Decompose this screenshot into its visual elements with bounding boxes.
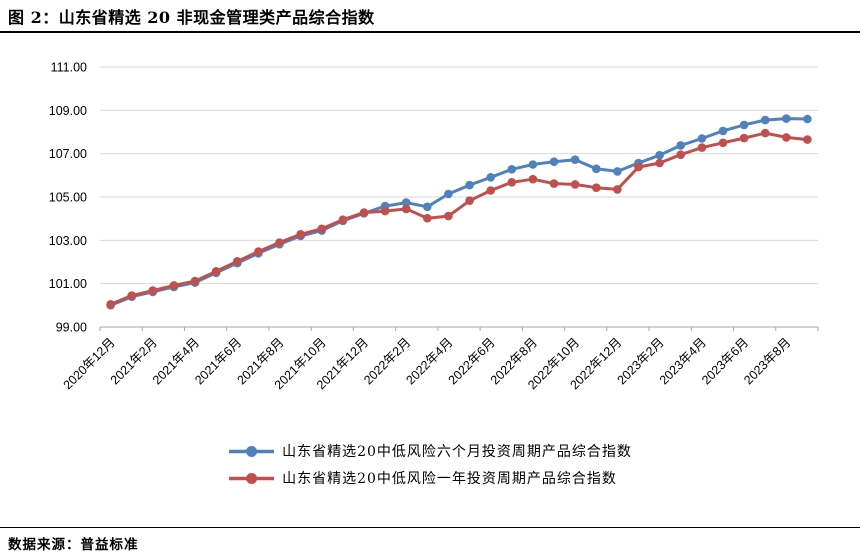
title-divider xyxy=(0,31,860,33)
chart-title: 图 2：山东省精选 20 非现金管理类产品综合指数 xyxy=(8,8,375,27)
line-marker-icon xyxy=(229,445,275,457)
svg-text:101.00: 101.00 xyxy=(49,277,87,291)
svg-text:111.00: 111.00 xyxy=(51,61,87,75)
legend-item-six-month: 山东省精选20中低风险六个月投资周期产品综合指数 xyxy=(228,441,632,461)
svg-text:103.00: 103.00 xyxy=(49,234,87,248)
line-marker-icon xyxy=(229,472,275,484)
svg-text:2020年12月: 2020年12月 xyxy=(61,335,118,392)
index-line-chart: 99.00 101.00 103.00 105.00 107.00 109.00 111.0… xyxy=(49,61,819,392)
svg-text:107.00: 107.00 xyxy=(49,147,87,161)
legend-item-one-year: 山东省精选20中低风险一年投资周期产品综合指数 xyxy=(228,468,632,488)
legend-label-one-year: 山东省精选20中低风险一年投资周期产品综合指数 xyxy=(282,471,617,487)
data-source: 数据来源：普益标准 xyxy=(8,537,139,553)
svg-text:105.00: 105.00 xyxy=(49,191,87,205)
footer-divider xyxy=(0,527,860,528)
svg-text:109.00: 109.00 xyxy=(49,104,87,118)
chart-legend: 山东省精选20中低风险六个月投资周期产品综合指数 山东省精选20中低风险一年投资… xyxy=(228,441,632,488)
legend-label-six-month: 山东省精选20中低风险六个月投资周期产品综合指数 xyxy=(282,444,632,460)
svg-text:99.00: 99.00 xyxy=(56,321,87,335)
